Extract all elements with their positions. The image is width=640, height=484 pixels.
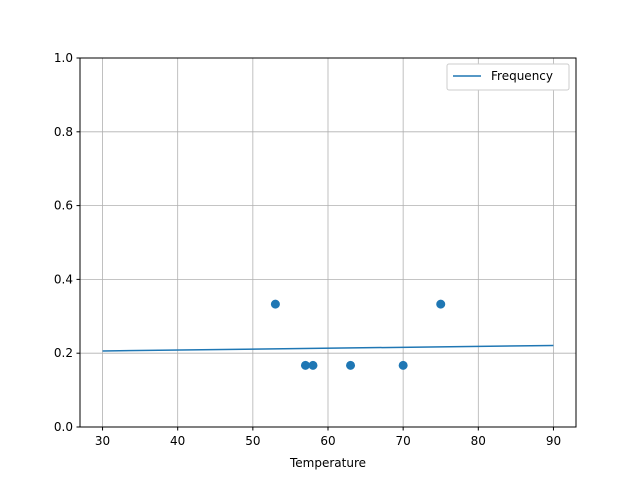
scatter-point — [398, 360, 408, 370]
legend: Frequency — [446, 63, 570, 91]
legend-box — [446, 63, 570, 91]
y-tick-label: 0.8 — [54, 125, 73, 139]
x-tick-label: 80 — [471, 434, 486, 448]
scatter-point — [346, 360, 356, 370]
scatter-point — [308, 360, 318, 370]
x-tick-label: 30 — [95, 434, 110, 448]
scatter-point — [436, 299, 446, 309]
legend-label-frequency: Frequency — [491, 69, 553, 83]
y-tick-label: 0.6 — [54, 199, 73, 213]
ticks: 30 40 50 60 70 80 90 0.0 0.2 0.4 0.6 0.8 1.0 — [54, 51, 561, 448]
y-tick-label: 0.2 — [54, 346, 73, 360]
scatter-point — [270, 299, 280, 309]
grid — [80, 57, 576, 428]
x-tick-label: 70 — [396, 434, 411, 448]
x-tick-label: 60 — [320, 434, 335, 448]
y-tick-label: 1.0 — [54, 51, 73, 65]
y-tick-label: 0.0 — [54, 420, 73, 434]
chart-marks — [102, 299, 554, 370]
x-tick-label: 50 — [245, 434, 260, 448]
x-tick-label: 40 — [170, 434, 185, 448]
scatter-point — [300, 360, 310, 370]
y-tick-label: 0.4 — [54, 272, 73, 286]
x-tick-label: 90 — [546, 434, 561, 448]
x-axis-label: Temperature — [289, 456, 366, 470]
series-line-frequency — [102, 344, 554, 352]
